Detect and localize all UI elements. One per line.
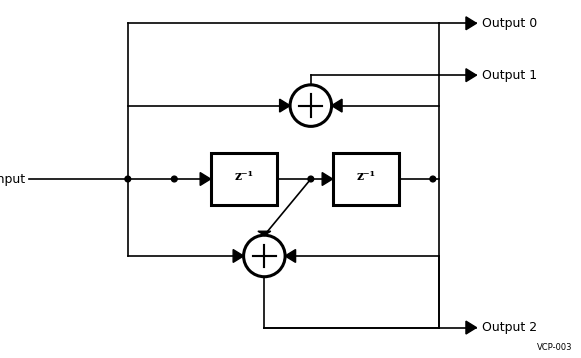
Polygon shape [233,250,243,262]
Polygon shape [279,99,290,112]
Bar [210,153,278,205]
Ellipse shape [308,176,314,182]
Polygon shape [285,250,296,262]
Polygon shape [258,231,271,235]
Text: VCP-003: VCP-003 [537,343,572,352]
Polygon shape [466,321,476,334]
Polygon shape [200,173,210,185]
Ellipse shape [430,176,436,182]
Polygon shape [466,69,476,82]
Text: Input: Input [0,173,26,185]
Text: Output 1: Output 1 [482,69,537,82]
Text: z⁻¹: z⁻¹ [235,170,253,183]
Polygon shape [332,99,342,112]
Bar [332,153,400,205]
Ellipse shape [171,176,177,182]
Polygon shape [322,173,332,185]
Polygon shape [466,17,476,30]
Text: Output 0: Output 0 [482,17,537,30]
Text: z⁻¹: z⁻¹ [357,170,375,183]
Text: Output 2: Output 2 [482,321,537,334]
Ellipse shape [125,176,131,182]
